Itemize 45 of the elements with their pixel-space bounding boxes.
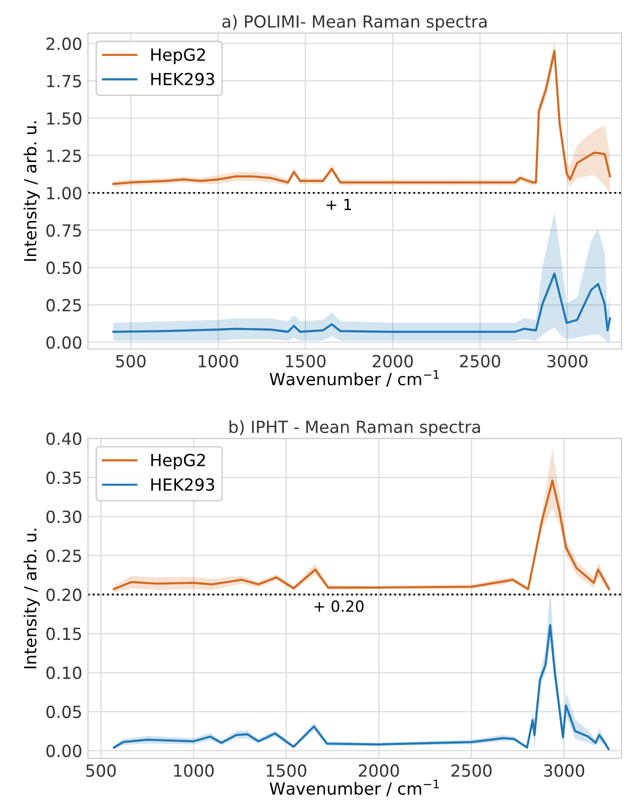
y-tick-label: 1.50 <box>47 112 82 125</box>
y-tick-label: 1.25 <box>47 150 81 162</box>
y-tick-label: 0.00 <box>46 744 82 758</box>
annotation: + 1 <box>326 198 352 210</box>
y-axis-title: Intensity / arb. u. <box>24 121 40 261</box>
line-series <box>112 480 610 590</box>
legend-label: HEK293 <box>151 478 214 491</box>
y-tick-label: 1.00 <box>47 186 82 200</box>
y-tick-label: 0.10 <box>46 666 82 680</box>
legend-label: HepG2 <box>151 48 205 64</box>
x-tick-label: 3000 <box>544 764 584 777</box>
legend-label: HEK293 <box>151 72 214 86</box>
y-tick-label: 0.40 <box>46 432 82 446</box>
x-tick-label: 2000 <box>358 764 399 777</box>
y-tick-label: 0.00 <box>46 336 82 349</box>
y-tick-label: 0.50 <box>46 262 82 274</box>
y-tick-label: 1.75 <box>47 75 81 88</box>
x-tick-label: 2500 <box>460 354 500 368</box>
x-axis-title: Wavenumber / cm$^{−1}$ <box>270 370 439 387</box>
y-tick-label: 0.75 <box>46 224 81 237</box>
y-tick-label: 0.25 <box>46 298 81 312</box>
y-tick-label: 0.25 <box>46 549 81 562</box>
y-tick-label: 0.20 <box>46 588 82 602</box>
x-tick-label: 1000 <box>198 354 238 368</box>
y-tick-label: 2.00 <box>46 37 82 50</box>
x-axis-title: Wavenumber / cm$^{−1}$ <box>270 780 439 796</box>
line-series <box>112 272 612 333</box>
x-tick-label: 1500 <box>266 764 306 777</box>
x-tick-label: 1000 <box>174 764 214 777</box>
legend-label: HepG2 <box>151 454 205 470</box>
chart-title: a) POLIMI- Mean Raman spectra <box>222 14 487 31</box>
chart-title: b) IPHT - Mean Raman spectra <box>230 420 480 436</box>
annotation: + 0.20 <box>314 600 364 612</box>
x-tick-label: 2500 <box>451 764 492 777</box>
y-tick-label: 0.15 <box>46 628 81 640</box>
y-tick-label: 0.05 <box>46 706 81 718</box>
x-tick-label: 2000 <box>372 354 413 368</box>
x-tick-label: 500 <box>86 764 116 777</box>
y-axis-title: Intensity / arb. u. <box>24 528 40 668</box>
x-tick-label: 1500 <box>286 354 326 368</box>
y-tick-label: 0.30 <box>46 510 82 524</box>
y-tick-label: 0.35 <box>46 471 81 484</box>
line-series <box>112 624 610 750</box>
x-tick-label: 500 <box>116 354 146 368</box>
x-tick-label: 3000 <box>547 354 588 368</box>
